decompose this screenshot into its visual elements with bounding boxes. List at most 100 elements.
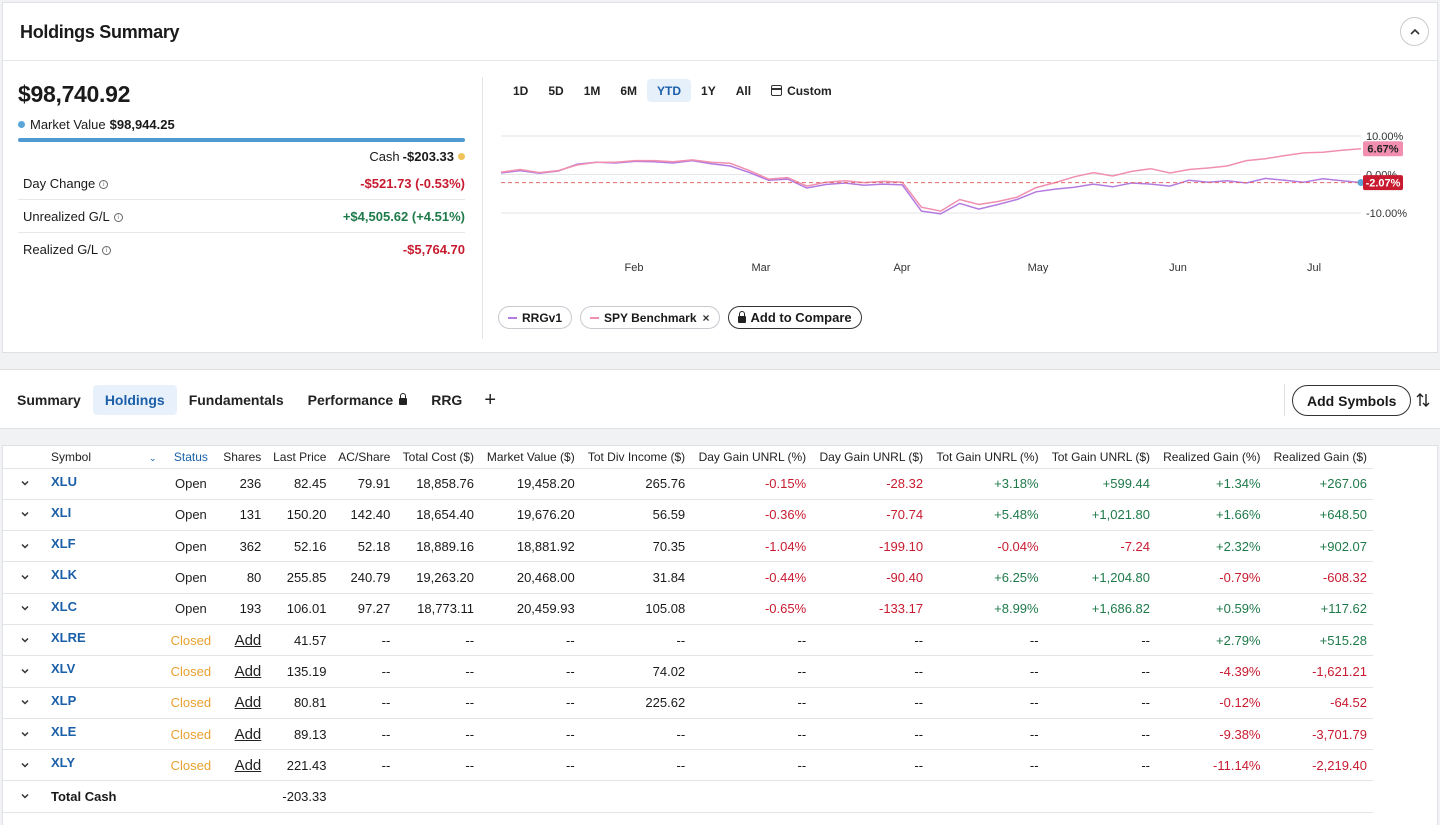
range-button-5d[interactable]: 5D — [548, 83, 564, 98]
column-header-label: Tot Div Income ($) — [587, 449, 686, 464]
symbol-link[interactable]: XLV — [47, 655, 166, 688]
column-header[interactable]: Total Cost ($) — [396, 446, 481, 469]
symbol-link[interactable]: XLE — [47, 718, 166, 751]
expand-row-button[interactable] — [3, 718, 47, 751]
status-cell: Closed — [165, 624, 218, 657]
range-button-ytd[interactable]: YTD — [647, 79, 692, 102]
stat-label-text: Unrealized G/L — [23, 208, 110, 224]
column-header[interactable]: Realized Gain ($) — [1266, 446, 1373, 469]
expand-row-button[interactable] — [3, 593, 47, 625]
range-button-all[interactable]: All — [735, 83, 752, 98]
current-value-marker — [1357, 179, 1365, 187]
column-header[interactable]: Market Value ($) — [480, 446, 581, 469]
cell-dgp: -- — [691, 624, 813, 657]
collapse-button[interactable] — [1400, 17, 1429, 46]
add-shares-link[interactable]: Add — [234, 662, 262, 680]
range-button-custom[interactable]: Custom — [761, 79, 842, 102]
add-to-compare-button[interactable]: Add to Compare — [727, 306, 862, 329]
x-tick-label: Mar — [752, 262, 771, 274]
symbol-link[interactable]: XLRE — [47, 624, 166, 657]
stat-value: -$521.73 (-0.53%) — [360, 175, 465, 191]
tab-rrg[interactable]: RRG — [419, 385, 474, 415]
chevron-down-icon — [21, 637, 29, 643]
cell-ac: -- — [332, 687, 397, 719]
legend-chip-portfolio[interactable]: RRGv1 — [498, 306, 573, 329]
cell-cost: -- — [396, 718, 481, 751]
expand-row-button[interactable] — [3, 655, 47, 688]
range-button-1d[interactable]: 1D — [513, 83, 529, 98]
sort-icon[interactable] — [1416, 392, 1430, 408]
legend-chip-benchmark[interactable]: SPY Benchmark × — [580, 306, 720, 329]
stat-value: -$5,764.70 — [402, 242, 465, 257]
column-header[interactable]: Tot Gain UNRL (%) — [929, 446, 1045, 469]
column-header[interactable]: Realized Gain (%) — [1156, 446, 1267, 469]
symbol-link[interactable]: XLP — [47, 687, 166, 719]
range-button-1m[interactable]: 1M — [583, 83, 601, 98]
expand-row-button[interactable] — [3, 749, 47, 782]
cell-rgd: -2,219.40 — [1266, 749, 1373, 782]
add-shares-link[interactable]: Add — [234, 631, 262, 649]
range-button-6m[interactable]: 6M — [620, 83, 638, 98]
symbol-link[interactable]: XLK — [47, 561, 166, 594]
info-icon[interactable]: i — [113, 212, 123, 222]
cell-tgd: -- — [1044, 718, 1156, 751]
status-cell: Open — [165, 530, 218, 563]
legend-portfolio-label: RRGv1 — [522, 310, 563, 325]
column-header[interactable]: Day Gain UNRL (%) — [691, 446, 813, 469]
column-header[interactable]: Tot Div Income ($) — [580, 446, 692, 469]
tab-fundamentals[interactable]: Fundamentals — [177, 385, 296, 415]
expand-row-button[interactable] — [3, 499, 47, 532]
symbol-link[interactable]: XLF — [47, 530, 166, 563]
symbol-link[interactable]: XLC — [47, 593, 166, 625]
symbol-link[interactable]: XLU — [47, 468, 166, 500]
column-header[interactable]: Symbol ⌄ — [47, 446, 166, 469]
expand-row-button[interactable] — [3, 561, 47, 594]
tab-summary[interactable]: Summary — [5, 385, 93, 415]
expand-row-button[interactable] — [3, 687, 47, 719]
cell-dgd: -- — [812, 655, 930, 688]
table-header-row: Symbol ⌄ Status Shares Last Price AC/Share Tot… — [3, 446, 1373, 469]
cell-dgp: -- — [691, 655, 813, 688]
tab-holdings[interactable]: Holdings — [92, 385, 177, 415]
cell-dgp: -- — [691, 749, 813, 782]
info-icon[interactable]: i — [99, 179, 109, 189]
tab-performance[interactable]: Performance — [296, 385, 420, 415]
chevron-down-icon[interactable]: ⌄ — [149, 452, 157, 463]
column-header[interactable]: Tot Gain UNRL ($) — [1044, 446, 1156, 469]
add-shares-link[interactable]: Add — [234, 756, 262, 774]
cell-tgd: +1,204.80 — [1044, 561, 1156, 594]
cell-rgp: +2.79% — [1156, 624, 1267, 657]
cell-ac: -- — [332, 624, 397, 657]
cell-rgp: +0.59% — [1156, 593, 1267, 625]
remove-benchmark-close-icon[interactable]: × — [702, 310, 710, 325]
tab-label: Performance — [307, 392, 394, 408]
table-row: XLRE Closed Add 41.57 -- -- -- -- -- -- -- -- +2.79%… — [3, 624, 1373, 657]
expand-row-button[interactable] — [3, 780, 47, 813]
column-header[interactable]: Last Price — [267, 446, 333, 469]
info-icon[interactable]: i — [102, 246, 112, 256]
column-header[interactable]: Day Gain UNRL ($) — [812, 446, 930, 469]
cell-dgd: -- — [812, 718, 930, 751]
y-tick-label: 10.00% — [1366, 131, 1404, 143]
cell-last: 135.19 — [267, 655, 333, 688]
cell-ac: -- — [332, 718, 397, 751]
range-button-1y[interactable]: 1Y — [701, 83, 716, 98]
x-tick-label: May — [1028, 262, 1049, 274]
x-tick-label: Jun — [1169, 262, 1187, 274]
add-shares-link[interactable]: Add — [234, 725, 262, 743]
symbol-link[interactable]: XLY — [47, 749, 166, 782]
expand-row-button[interactable] — [3, 468, 47, 500]
cash-value: -$203.33 — [402, 149, 454, 164]
expand-row-button[interactable] — [3, 624, 47, 657]
add-symbols-button[interactable]: Add Symbols — [1292, 385, 1412, 416]
stat-list: Day Change i -$521.73 (-0.53%) Unrealized G… — [18, 167, 465, 266]
chevron-down-icon — [21, 606, 29, 611]
column-header[interactable]: Status — [165, 446, 218, 469]
column-header-label: Status — [173, 449, 208, 464]
add-tab-plus-icon[interactable]: + — [484, 388, 497, 411]
add-shares-link[interactable]: Add — [234, 694, 262, 712]
column-header[interactable]: AC/Share — [332, 446, 397, 469]
expand-row-button[interactable] — [3, 530, 47, 563]
column-header[interactable]: Shares — [217, 446, 268, 469]
symbol-link[interactable]: XLI — [47, 499, 166, 532]
